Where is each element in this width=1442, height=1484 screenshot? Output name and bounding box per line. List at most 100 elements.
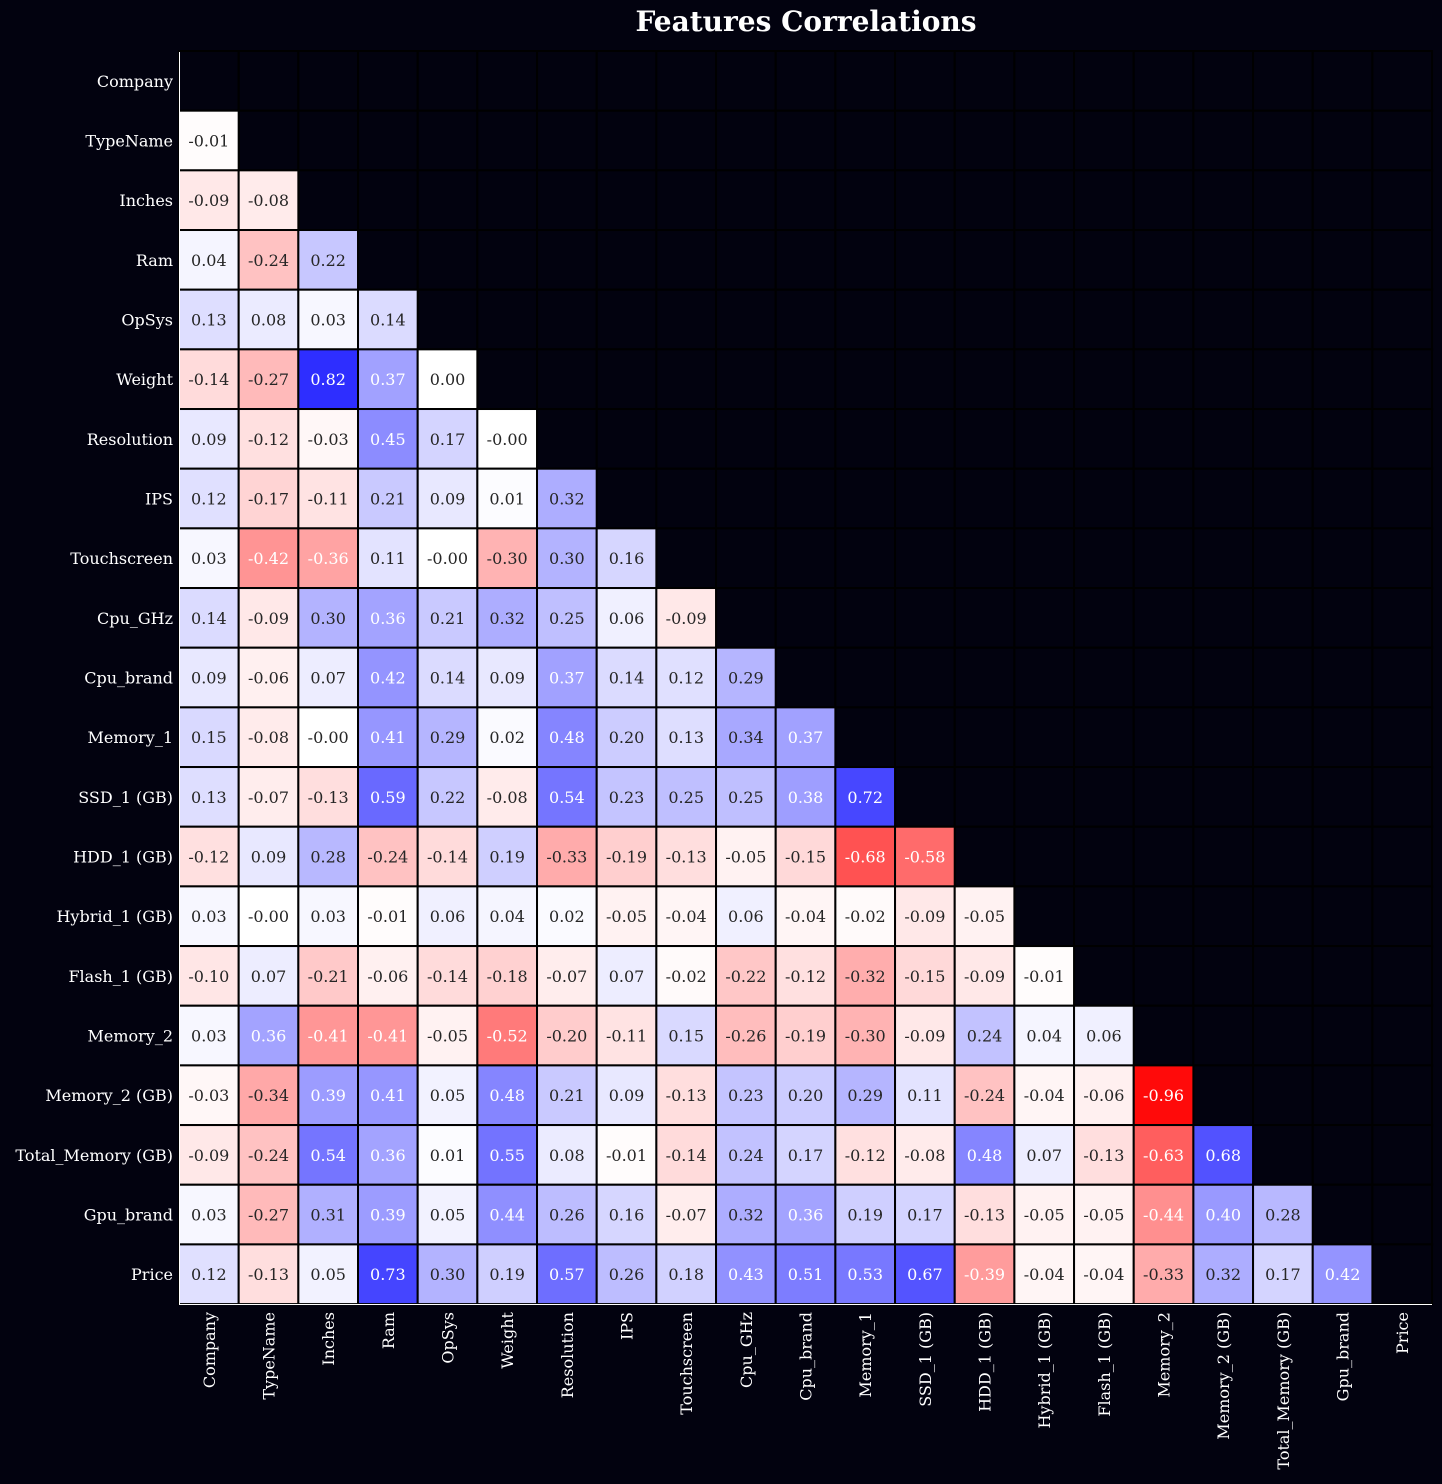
cell-value-label: 0.36 — [788, 1206, 824, 1225]
cell-value-label: 0.17 — [430, 430, 466, 449]
heatmap-cell — [655, 1183, 718, 1246]
masked-cell — [536, 109, 598, 172]
cell-value-label: -0.12 — [845, 1146, 886, 1165]
masked-cell — [894, 50, 956, 112]
masked-cell — [1311, 408, 1374, 470]
cell-value-label: 0.26 — [549, 1206, 585, 1225]
masked-cell — [1252, 825, 1314, 888]
masked-cell — [1132, 1004, 1195, 1067]
y-tick-label: Inches — [119, 191, 173, 210]
masked-cell — [834, 527, 897, 590]
masked-cell — [1192, 646, 1255, 709]
cell-value-label: -0.96 — [1143, 1086, 1184, 1105]
cell-value-label: -0.01 — [1024, 967, 1065, 986]
masked-cell — [1371, 587, 1434, 649]
masked-cell — [1311, 288, 1374, 351]
masked-cell — [357, 169, 419, 232]
cell-value-label: -0.19 — [785, 1027, 826, 1046]
masked-cell — [1132, 109, 1195, 172]
cell-value-label: -0.05 — [427, 1027, 468, 1046]
cell-value-label: -0.10 — [188, 967, 229, 986]
masked-cell — [1311, 50, 1374, 112]
masked-cell — [715, 169, 777, 232]
masked-cell — [894, 229, 956, 291]
cell-value-label: -0.14 — [666, 1146, 707, 1165]
cell-value-label: -0.12 — [248, 430, 289, 449]
masked-cell — [357, 229, 419, 291]
heatmap-cell — [416, 348, 479, 411]
heatmap-cell — [715, 706, 777, 769]
cell-value-label: -0.07 — [546, 967, 587, 986]
heatmap-cell — [297, 229, 360, 291]
heatmap-cell — [357, 527, 419, 590]
heatmap-cell — [357, 348, 419, 411]
masked-cell — [774, 169, 837, 232]
masked-cell — [1192, 945, 1255, 1007]
cell-value-label: 0.16 — [609, 1206, 645, 1225]
heatmap-cell — [237, 1243, 300, 1306]
heatmap-cell — [536, 1243, 598, 1306]
heatmap-cell — [1132, 1064, 1195, 1127]
heatmap-cell — [715, 1064, 777, 1127]
heatmap-cell — [476, 1064, 539, 1127]
cell-value-label: -0.09 — [904, 1027, 945, 1046]
cell-value-label: 0.16 — [609, 549, 645, 568]
cell-value-label: 0.67 — [907, 1265, 943, 1284]
y-tick-label: Total_Memory (GB) — [15, 1146, 173, 1165]
masked-cell — [1371, 109, 1434, 172]
masked-cell — [1132, 766, 1195, 828]
cell-value-label: 0.11 — [370, 549, 406, 568]
cell-value-label: 0.18 — [668, 1265, 704, 1284]
y-tick-label: Price — [131, 1265, 173, 1284]
heatmap-cell — [416, 766, 479, 828]
heatmap-cell — [536, 646, 598, 709]
heatmap-cell — [357, 825, 419, 888]
masked-cell — [655, 288, 718, 351]
masked-cell — [476, 109, 539, 172]
masked-cell — [1371, 1124, 1434, 1186]
cell-value-label: 0.09 — [191, 430, 227, 449]
cell-value-label: 0.02 — [549, 907, 585, 926]
heatmap-cell — [536, 825, 598, 888]
heatmap-cell — [476, 825, 539, 888]
masked-cell — [1192, 825, 1255, 888]
heatmap-cell — [774, 1004, 837, 1067]
cell-value-label: 0.29 — [728, 669, 764, 688]
x-tick-label: Company — [200, 1312, 219, 1388]
heatmap-cell — [774, 1064, 837, 1127]
masked-cell — [715, 229, 777, 291]
cell-value-label: 0.25 — [728, 788, 764, 807]
y-tick-label: Hybrid_1 (GB) — [56, 907, 173, 926]
masked-cell — [655, 348, 718, 411]
masked-cell — [1073, 646, 1135, 709]
masked-cell — [1371, 766, 1434, 828]
masked-cell — [416, 229, 479, 291]
masked-cell — [953, 408, 1016, 470]
cell-value-label: -0.09 — [188, 191, 229, 210]
heatmap-cell — [774, 1243, 837, 1306]
cell-value-label: -0.15 — [904, 967, 945, 986]
heatmap-cell — [953, 885, 1016, 948]
cell-value-label: 0.28 — [310, 848, 346, 867]
masked-cell — [1013, 527, 1076, 590]
heatmap-cell — [894, 825, 956, 888]
masked-cell — [1311, 825, 1374, 888]
cell-value-label: 0.15 — [191, 728, 227, 747]
heatmap-cells: -0.01 -0.09 -0.08 0.04 -0.24 0.22 0.13 0.08 0.03… — [178, 109, 1374, 1306]
masked-cell — [595, 348, 658, 411]
masked-cell — [1132, 587, 1195, 649]
cell-value-label: 0.20 — [788, 1086, 824, 1105]
heatmap-cell — [894, 1064, 956, 1127]
masked-cell — [1371, 945, 1434, 1007]
heatmap-cell — [178, 288, 240, 351]
heatmap-cell — [595, 1124, 658, 1186]
masked-cell — [1311, 1004, 1374, 1067]
cell-value-label: 0.22 — [310, 251, 346, 270]
heatmap-cell — [1013, 945, 1076, 1007]
cell-value-label: 0.17 — [907, 1206, 943, 1225]
heatmap-cell — [715, 825, 777, 888]
heatmap-cell — [595, 825, 658, 888]
masked-cell — [1192, 1004, 1255, 1067]
cell-value-label: -0.07 — [666, 1206, 707, 1225]
